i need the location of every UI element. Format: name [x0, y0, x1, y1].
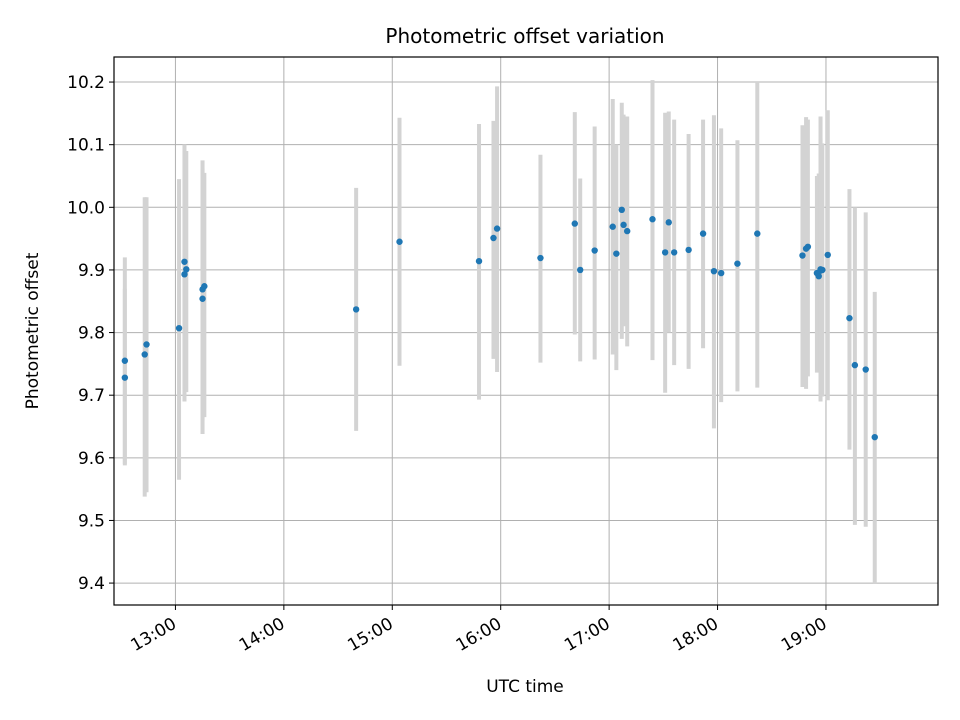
y-axis-ticks: 9.4 9.5 9.6 9.7 9.8 9.9 10.0 10.1 10.2	[67, 73, 114, 594]
data-point	[493, 225, 501, 232]
data-point	[685, 246, 692, 254]
x-axis-label: UTC time	[486, 677, 564, 697]
data-point	[851, 361, 859, 369]
data-point	[121, 374, 129, 381]
y-axis-label: Photometric offset	[23, 252, 43, 409]
data-point	[717, 269, 725, 277]
y-tick-label: 10.1	[67, 136, 105, 156]
data-point	[591, 247, 598, 254]
data-point	[846, 314, 853, 322]
data-point	[175, 324, 183, 332]
data-point	[661, 249, 669, 256]
data-point	[862, 366, 869, 373]
data-point	[710, 267, 718, 275]
data-point	[871, 433, 878, 441]
data-point	[670, 249, 678, 256]
data-point	[819, 266, 826, 274]
data-point	[609, 223, 616, 230]
data-point	[181, 258, 188, 265]
y-tick-label: 10.0	[67, 198, 105, 218]
data-point	[352, 306, 360, 313]
data-point	[141, 351, 148, 358]
data-point	[475, 257, 483, 265]
data-point	[199, 295, 206, 302]
y-tick-label: 9.9	[78, 261, 105, 281]
data-points	[121, 206, 878, 441]
data-point	[815, 273, 822, 280]
data-point	[121, 357, 129, 364]
data-point	[699, 230, 707, 237]
data-point	[577, 266, 584, 274]
data-point	[537, 254, 544, 262]
y-tick-label: 9.4	[78, 574, 105, 594]
data-point	[799, 252, 806, 259]
data-point	[804, 243, 812, 250]
data-point	[183, 266, 190, 273]
data-point	[620, 221, 627, 229]
y-tick-label: 9.7	[78, 386, 105, 406]
data-point	[754, 230, 761, 237]
data-point	[201, 283, 208, 290]
data-point	[665, 219, 672, 226]
y-tick-label: 9.5	[78, 511, 105, 531]
data-point	[143, 341, 150, 348]
data-point	[824, 251, 831, 259]
chart-title: Photometric offset variation	[385, 24, 664, 48]
data-point	[613, 250, 620, 257]
y-tick-label: 9.8	[78, 324, 105, 344]
data-point	[571, 220, 578, 227]
data-point	[181, 271, 188, 278]
y-tick-label: 9.6	[78, 449, 105, 469]
data-point	[618, 206, 625, 214]
data-point	[623, 227, 631, 235]
y-tick-label: 10.2	[67, 73, 105, 93]
data-point	[649, 216, 656, 223]
plot-frame	[113, 56, 939, 606]
data-point	[734, 260, 741, 267]
data-point	[490, 234, 497, 242]
data-point	[396, 238, 403, 245]
grid	[114, 57, 938, 605]
